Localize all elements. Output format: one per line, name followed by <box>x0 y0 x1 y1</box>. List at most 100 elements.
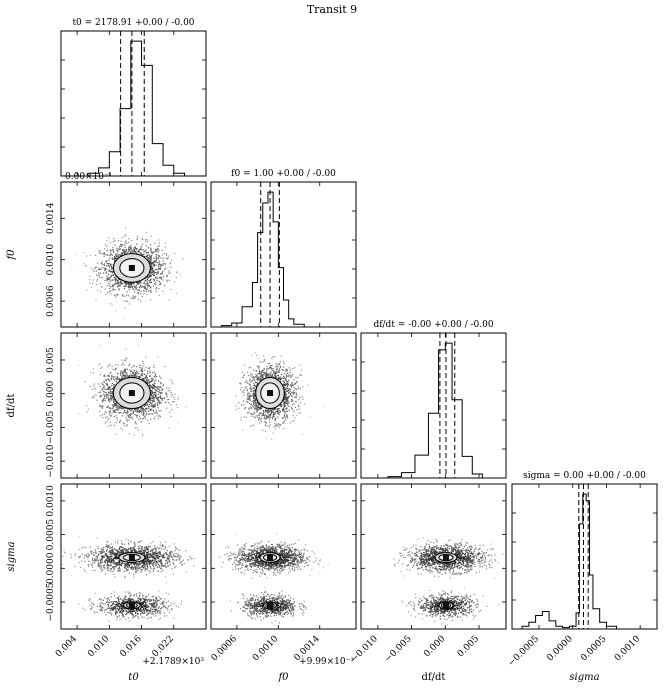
scatter-point <box>133 249 134 250</box>
scatter-point <box>149 376 150 377</box>
scatter-point <box>150 372 151 373</box>
scatter-point <box>141 374 142 375</box>
scatter-point <box>111 558 112 559</box>
scatter-point <box>283 417 284 418</box>
scatter-point <box>71 266 72 267</box>
scatter-point <box>137 284 138 285</box>
scatter-point <box>310 416 311 417</box>
scatter-point <box>108 400 109 401</box>
scatter-point <box>154 272 155 273</box>
scatter-point <box>143 365 144 366</box>
scatter-point <box>124 360 125 361</box>
scatter-point <box>265 431 266 432</box>
scatter-point <box>299 397 300 398</box>
scatter-point <box>164 398 165 399</box>
scatter-point <box>280 367 281 368</box>
scatter-point <box>126 243 127 244</box>
scatter-point <box>107 394 108 395</box>
scatter-point <box>124 253 125 254</box>
scatter-point <box>99 251 100 252</box>
scatter-point <box>104 396 105 397</box>
scatter-point <box>108 265 109 266</box>
scatter-point <box>142 286 143 287</box>
scatter-point <box>107 263 108 264</box>
scatter-point <box>133 296 134 297</box>
scatter-point <box>134 291 135 292</box>
scatter-point <box>165 402 166 403</box>
scatter-point <box>130 249 131 250</box>
scatter-point <box>109 292 110 293</box>
scatter-point <box>147 279 148 280</box>
scatter-point <box>257 407 258 408</box>
scatter-point <box>161 556 162 557</box>
scatter-point <box>256 355 257 356</box>
scatter-point <box>286 390 287 391</box>
scatter-point <box>148 283 149 284</box>
scatter-point <box>147 373 148 374</box>
scatter-point <box>247 372 248 373</box>
scatter-point <box>108 425 109 426</box>
scatter-point <box>158 380 159 381</box>
scatter-point <box>128 365 129 366</box>
scatter-point <box>158 564 159 565</box>
scatter-point <box>116 405 117 406</box>
scatter-point <box>117 255 118 256</box>
scatter-point <box>127 375 128 376</box>
scatter-point <box>151 292 152 293</box>
scatter-point <box>174 281 175 282</box>
scatter-point <box>108 395 109 396</box>
scatter-point <box>155 373 156 374</box>
scatter-point <box>240 389 241 390</box>
scatter-point <box>241 417 242 418</box>
scatter-point <box>110 422 111 423</box>
scatter-point <box>260 376 261 377</box>
scatter-point <box>279 427 280 428</box>
scatter-point <box>113 369 114 370</box>
scatter-point <box>104 398 105 399</box>
scatter-point <box>275 376 276 377</box>
scatter-point <box>120 373 121 374</box>
scatter-point <box>274 423 275 424</box>
scatter-point <box>288 380 289 381</box>
scatter-point <box>164 269 165 270</box>
scatter-point <box>254 385 255 386</box>
scatter-point <box>143 293 144 294</box>
scatter-point <box>76 254 77 255</box>
scatter-point <box>117 378 118 379</box>
scatter-point <box>132 413 133 414</box>
scatter-point <box>111 294 112 295</box>
scatter-point <box>105 380 106 381</box>
scatter-point <box>272 376 273 377</box>
scatter-point <box>131 417 132 418</box>
scatter-point <box>141 287 142 288</box>
scatter-point <box>156 413 157 414</box>
scatter-point <box>263 372 264 373</box>
scatter-point <box>157 251 158 252</box>
scatter-point <box>115 310 116 311</box>
scatter-point <box>100 368 101 369</box>
scatter-point <box>113 378 114 379</box>
scatter-point <box>260 419 261 420</box>
scatter-point <box>119 254 120 255</box>
scatter-point <box>99 275 100 276</box>
scatter-point <box>285 402 286 403</box>
scatter-point <box>264 360 265 361</box>
column-title: t0 = 2178.91 +0.00 / -0.00 <box>72 18 194 28</box>
scatter-point <box>250 375 251 376</box>
scatter-point <box>111 304 112 305</box>
scatter-point <box>286 414 287 415</box>
scatter-point <box>114 245 115 246</box>
scatter-point <box>122 415 123 416</box>
scatter-point <box>247 390 248 391</box>
scatter-point <box>111 276 112 277</box>
scatter-point <box>269 426 270 427</box>
scatter-point <box>283 421 284 422</box>
scatter-point <box>140 418 141 419</box>
scatter-point <box>283 423 284 424</box>
scatter-point <box>253 402 254 403</box>
scatter-point <box>125 539 126 540</box>
scatter-point <box>152 395 153 396</box>
scatter-point <box>114 295 115 296</box>
scatter-point <box>142 244 143 245</box>
scatter-point <box>162 279 163 280</box>
